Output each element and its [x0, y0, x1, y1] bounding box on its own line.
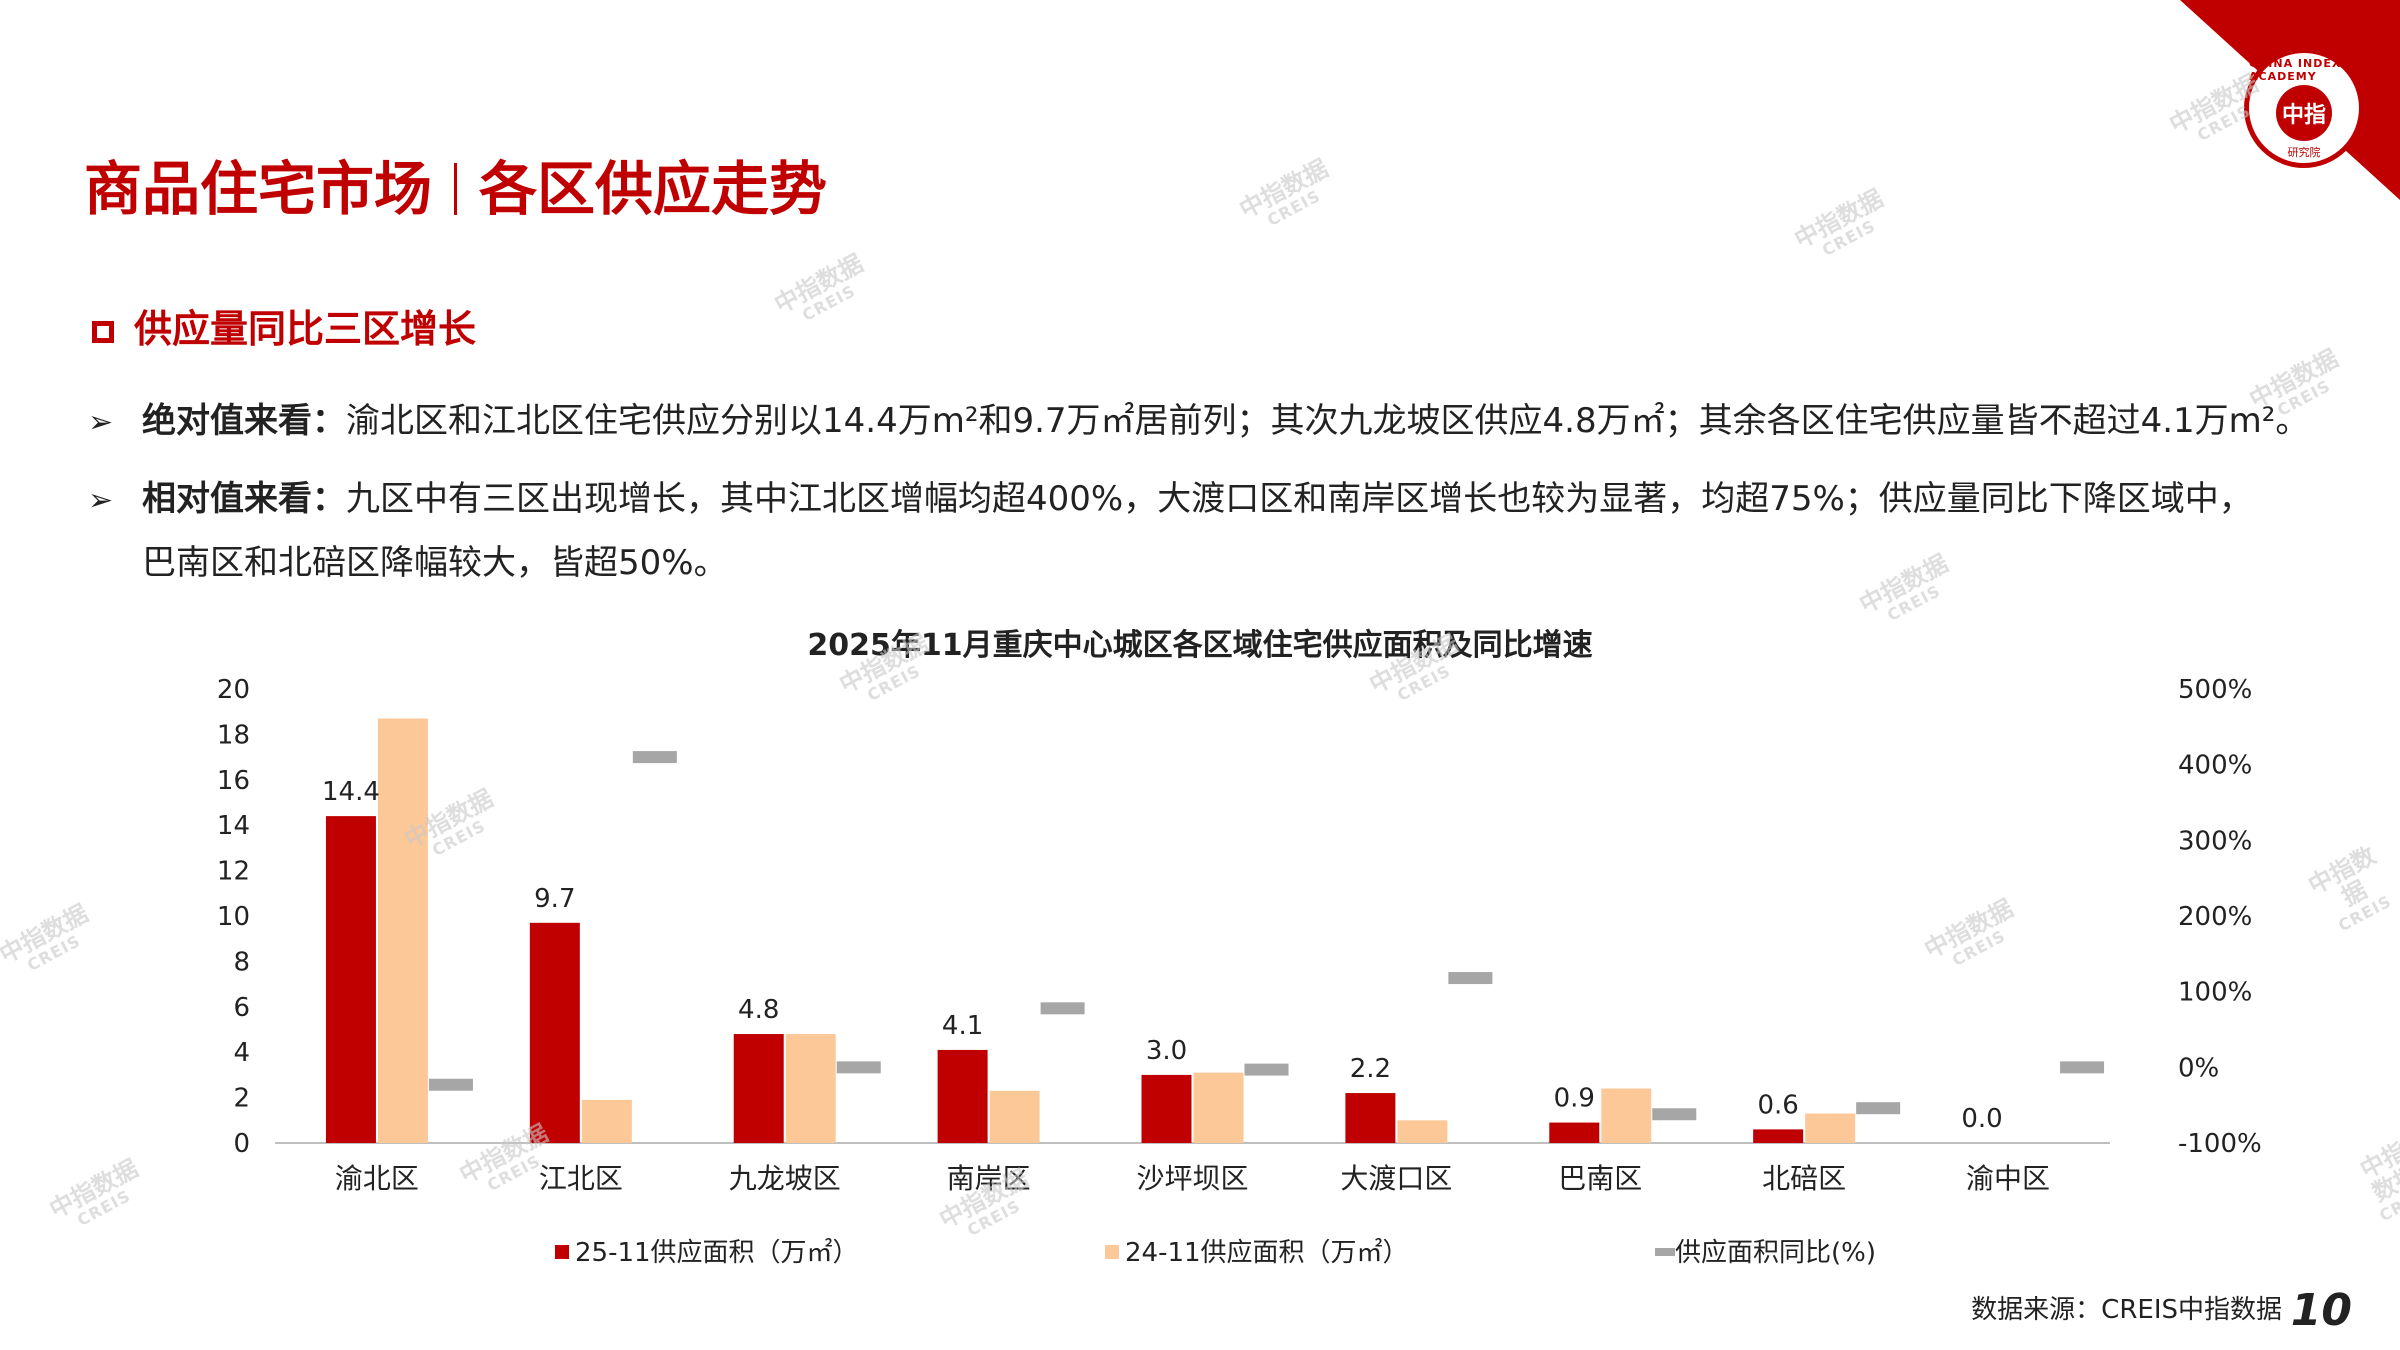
y-left-tick-label: 14 [217, 811, 250, 841]
bullet-absolute: ➢ 绝对值来看：渝北区和江北区住宅供应分别以14.4万m²和9.7万㎡居前列；其次… [88, 390, 2358, 454]
y-left-tick-label: 0 [233, 1129, 250, 1159]
section-subtitle: 供应量同比三区增长 [92, 298, 476, 353]
yoy-marker [1040, 1002, 1085, 1015]
bar-data-label: 4.8 [738, 995, 779, 1025]
yoy-marker [1856, 1102, 1901, 1115]
y-left-tick-label: 8 [233, 947, 250, 977]
y-right-tick-label: 100% [2178, 978, 2252, 1008]
y-right-tick-label: 200% [2178, 902, 2252, 932]
y-left-tick-label: 16 [217, 766, 250, 796]
y-left-tick-label: 2 [233, 1084, 250, 1114]
y-left-tick-label: 6 [233, 993, 250, 1023]
legend-label: 供应面积同比(%) [1675, 1238, 1876, 1268]
bar-2025 [325, 816, 376, 1143]
legend-swatch [555, 1245, 569, 1259]
bar-2024 [785, 1034, 836, 1143]
logo-mid-text: 中指 [2276, 84, 2332, 141]
x-tick-label: 江北区 [539, 1162, 623, 1195]
chart-title: 2025年11月重庆中心城区各区域住宅供应面积及同比增速 [807, 628, 1593, 663]
x-tick-label: 南岸区 [947, 1162, 1031, 1195]
y-right-tick-label: -100% [2178, 1129, 2262, 1159]
arrow-bullet-icon: ➢ [88, 483, 114, 518]
bar-data-label: 0.0 [1961, 1104, 2002, 1134]
page-title: 商品住宅市场 各区供应走势 [84, 142, 827, 226]
bar-2025 [1345, 1093, 1396, 1143]
x-tick-label: 大渡口区 [1340, 1162, 1452, 1195]
bar-2025 [1141, 1074, 1192, 1143]
bar-2024 [1397, 1120, 1448, 1143]
bar-data-label: 14.4 [322, 777, 380, 807]
x-tick-label: 巴南区 [1558, 1162, 1642, 1195]
title-divider [454, 163, 458, 215]
yoy-marker [1244, 1063, 1289, 1076]
bullet-text: 九区中有三区出现增长，其中江北区增幅均超400%，大渡口区和南岸区增长也较为显著… [346, 479, 2253, 519]
bar-2024 [1193, 1072, 1244, 1143]
x-tick-label: 九龙坡区 [729, 1162, 841, 1195]
title-left: 商品住宅市场 [84, 155, 433, 223]
bar-2025 [1549, 1122, 1600, 1143]
yoy-marker [428, 1078, 473, 1091]
bar-data-label: 0.6 [1757, 1090, 1798, 1120]
y-right-tick-label: 500% [2178, 675, 2252, 705]
logo-bottom-text: 研究院 [2287, 145, 2321, 159]
bar-data-label: 2.2 [1350, 1054, 1391, 1084]
y-right-tick-label: 0% [2178, 1053, 2219, 1083]
bar-2025 [937, 1049, 988, 1143]
yoy-marker [1448, 972, 1493, 985]
x-tick-label: 北碚区 [1762, 1162, 1846, 1195]
bar-2024 [1805, 1113, 1856, 1143]
page-number: 10 [2290, 1285, 2352, 1336]
data-source: 数据来源：CREIS中指数据 [1971, 1295, 2282, 1325]
bullet-label: 绝对值来看： [142, 401, 346, 441]
y-left-tick-label: 12 [217, 857, 250, 887]
bullet-label: 相对值来看： [142, 479, 346, 519]
x-tick-label: 沙坪坝区 [1136, 1162, 1248, 1195]
y-right-tick-label: 300% [2178, 826, 2252, 856]
yoy-marker [836, 1061, 881, 1074]
bar-2025 [733, 1034, 784, 1143]
y-left-tick-label: 4 [233, 1038, 250, 1068]
bullet-text: 渝北区和江北区住宅供应分别以14.4万m²和9.7万㎡居前列；其次九龙坡区供应4… [346, 401, 2310, 441]
bar-data-label: 3.0 [1146, 1036, 1187, 1066]
title-right: 各区供应走势 [479, 155, 828, 223]
legend-label: 25-11供应面积（万㎡） [575, 1238, 859, 1268]
y-left-tick-label: 10 [217, 902, 250, 932]
bullet-relative: ➢ 相对值来看：九区中有三区出现增长，其中江北区增幅均超400%，大渡口区和南岸区… [88, 468, 2358, 594]
y-left-tick-label: 20 [217, 675, 250, 705]
bar-2024 [989, 1090, 1040, 1143]
x-tick-label: 渝中区 [1966, 1162, 2050, 1195]
brand-logo: CHINA INDEX ACADEMY 中指 研究院 [2244, 48, 2364, 168]
bullet-text-continued: 巴南区和北碚区降幅较大，皆超50%。 [142, 543, 728, 583]
yoy-marker [1652, 1108, 1697, 1121]
yoy-marker [2060, 1061, 2105, 1074]
yoy-marker [632, 751, 677, 764]
bar-data-label: 4.1 [942, 1011, 983, 1041]
square-bullet-icon [92, 321, 114, 343]
subtitle-text: 供应量同比三区增长 [134, 307, 477, 351]
x-tick-label: 渝北区 [335, 1162, 419, 1195]
bar-2024 [1601, 1088, 1652, 1143]
bar-2024 [377, 718, 428, 1143]
bar-data-label: 9.7 [534, 884, 575, 914]
y-right-tick-label: 400% [2178, 751, 2252, 781]
legend-swatch [1655, 1248, 1675, 1256]
bar-2024 [581, 1099, 632, 1143]
y-left-tick-label: 18 [217, 720, 250, 750]
bar-2025 [529, 922, 580, 1143]
legend-swatch [1105, 1245, 1119, 1259]
bar-2025 [1753, 1129, 1804, 1143]
legend-label: 24-11供应面积（万㎡） [1125, 1238, 1409, 1268]
arrow-bullet-icon: ➢ [88, 405, 114, 440]
logo-top-text: CHINA INDEX ACADEMY [2249, 56, 2342, 83]
bar-data-label: 0.9 [1554, 1084, 1595, 1114]
